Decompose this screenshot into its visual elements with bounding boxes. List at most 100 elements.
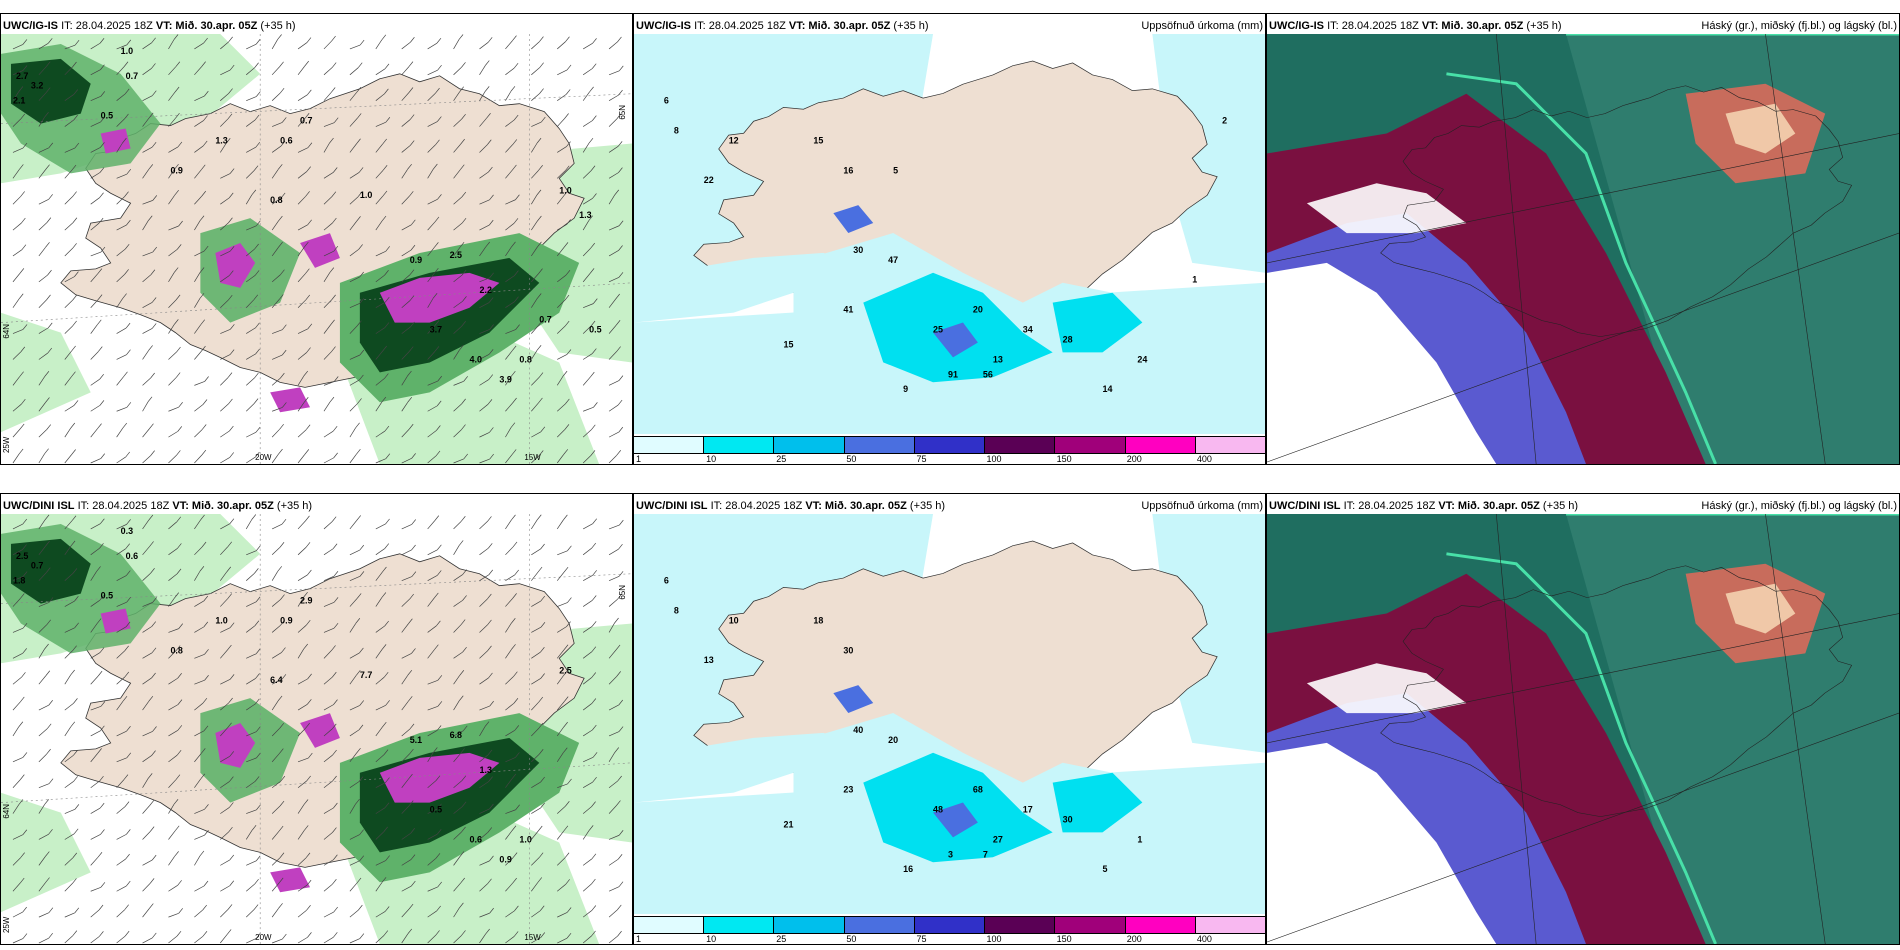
wind-barb: [401, 41, 411, 50]
wind-barb-flag: [228, 217, 233, 223]
wind-barb-flag: [331, 35, 336, 42]
accum-value-label: 20: [888, 735, 898, 745]
wind-barb-flag: [200, 514, 205, 521]
wind-barb: [608, 575, 620, 582]
wind-barb-flag: [199, 267, 205, 273]
wind-barb: [38, 602, 50, 607]
accum-value-label: 8: [674, 606, 679, 616]
wind-barb: [246, 119, 256, 127]
wind-barb: [38, 42, 49, 50]
wind-barb-flag: [255, 322, 260, 329]
wind-barb-flag: [489, 324, 494, 330]
wind-barb-flag: [384, 906, 390, 912]
wind-barb-flag: [279, 87, 285, 94]
wind-barb: [505, 702, 515, 711]
wind-barb: [12, 834, 23, 840]
wind-barb-flag: [100, 829, 105, 835]
wind-barb-flag: [385, 700, 390, 706]
wind-barb: [375, 911, 386, 918]
wind-barb: [168, 884, 178, 892]
precip-value-label: 0.5: [101, 111, 113, 121]
wind-barb: [116, 118, 125, 127]
wind-barb-flag: [485, 241, 490, 248]
wind-barb: [246, 146, 256, 153]
wind-barb-flag: [44, 112, 49, 118]
wind-barb: [12, 118, 22, 127]
wind-barb-flag: [460, 138, 465, 145]
wind-barb-flag: [588, 825, 594, 831]
wind-barb: [401, 728, 411, 737]
wind-barb: [297, 830, 305, 840]
wind-barb-flag: [619, 519, 624, 526]
wind-barb-flag: [593, 298, 598, 304]
wind-barb: [38, 222, 48, 231]
wind-barb: [323, 324, 331, 334]
precip-value-label: 1.0: [360, 190, 372, 200]
wind-barb: [427, 858, 437, 866]
wind-barb-flag: [96, 566, 101, 572]
wind-barb: [168, 912, 179, 918]
wind-barb: [246, 275, 256, 283]
precip-area-peak: [379, 752, 500, 803]
wind-barb: [479, 650, 488, 659]
wind-barb-flag: [359, 298, 365, 304]
wind-barb: [271, 66, 280, 76]
wind-barb-flag: [564, 294, 570, 301]
wind-barb-flag: [98, 346, 103, 352]
wind-barb: [194, 220, 201, 231]
wind-barb-flag: [329, 267, 335, 273]
wind-barb-flag: [411, 648, 416, 654]
wind-barb-flag: [488, 349, 494, 355]
wind-barb-flag: [202, 904, 207, 911]
wind-barb-flag: [382, 138, 387, 145]
wind-barb-flag: [255, 141, 261, 148]
wind-barb: [608, 622, 615, 633]
wind-barb-flag: [307, 699, 312, 705]
wind-barb-flag: [540, 776, 545, 783]
precip-value-label: 0.8: [519, 354, 531, 364]
wind-barb-flag: [384, 543, 390, 549]
wind-barb-flag: [329, 137, 334, 144]
wind-barb-flag: [200, 773, 206, 780]
wind-barb-flag: [330, 87, 336, 93]
wind-barb-flag: [303, 591, 308, 598]
legend-tick-label: 200: [1126, 934, 1142, 944]
precip-area-heavy: [10, 58, 91, 124]
wind-barb: [142, 731, 153, 737]
wind-barb: [323, 67, 333, 76]
wind-barb: [116, 650, 125, 659]
wind-barb-flag: [461, 801, 467, 807]
legend-tick-label: 10: [706, 454, 717, 464]
accum-area-heavy: [933, 322, 978, 358]
wind-barb-flag: [381, 592, 387, 598]
wind-barb-flag: [48, 700, 53, 706]
wind-barb-flag: [305, 722, 310, 729]
wind-barb: [505, 350, 513, 360]
wind-barb-flag: [46, 294, 51, 301]
wind-barb: [479, 379, 489, 386]
legend-tick-label: 100: [986, 934, 1002, 944]
wind-barb: [245, 299, 255, 308]
accum-value-label: 6: [664, 576, 669, 586]
wind-barb: [12, 627, 24, 633]
wind-barb-flag: [565, 270, 571, 276]
accum-precip-map: 6 8 12 22 15 16 30 47 41 15 25 20 9 13 28 34 56 91 24 14 5 2 1: [634, 34, 1265, 434]
precip-area-peak: [300, 233, 340, 268]
wind-barb-flag: [616, 450, 622, 456]
wind-barb: [427, 780, 437, 788]
wind-barb: [297, 402, 305, 412]
wind-barb-flag: [435, 853, 441, 859]
wind-barb: [453, 520, 462, 530]
precip-value-label: 0.6: [470, 834, 482, 844]
wind-barb-flag: [462, 296, 467, 302]
wind-barb-flag: [70, 540, 76, 547]
wind-barb: [116, 224, 127, 231]
wind-barb-flag: [538, 268, 543, 274]
wind-barb: [479, 144, 488, 153]
wind-barb-flag: [228, 88, 233, 94]
wind-barb-flag: [44, 371, 50, 377]
wind-barb: [505, 144, 514, 153]
wind-barb: [453, 780, 463, 788]
wind-barb-flag: [306, 37, 312, 43]
wind-barb: [38, 648, 45, 659]
